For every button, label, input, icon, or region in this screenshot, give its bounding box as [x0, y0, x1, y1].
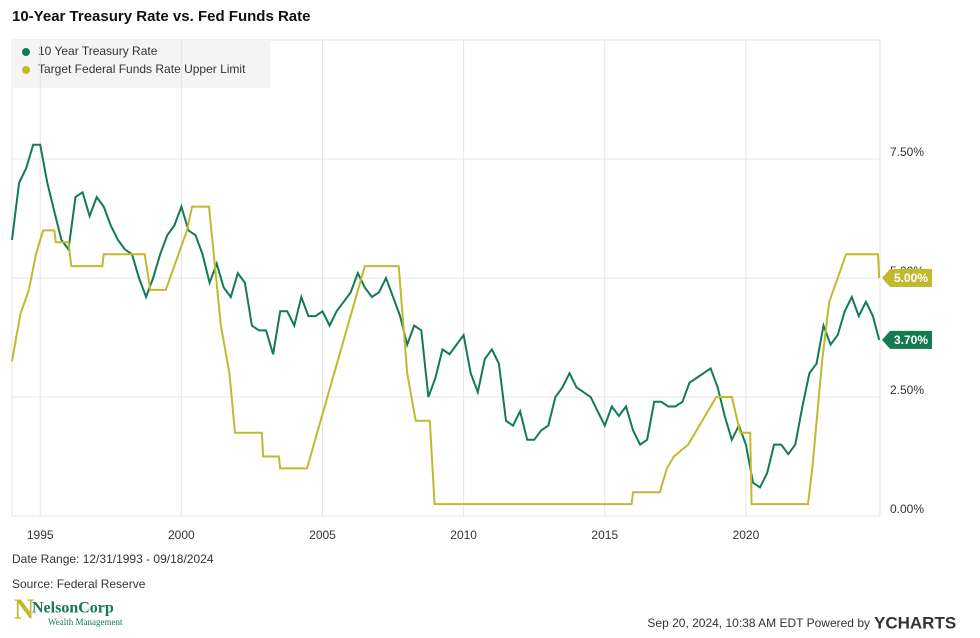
legend-label: Target Federal Funds Rate Upper Limit: [38, 62, 246, 76]
x-tick-label: 2015: [591, 528, 618, 542]
timestamp: Sep 20, 2024, 10:38 AM EDT Powered by: [647, 616, 870, 630]
series-line: [11, 205, 881, 506]
source: Source: Federal Reserve: [12, 577, 146, 591]
end-label-tag: [882, 330, 932, 349]
brand: YCHARTS: [874, 613, 956, 632]
legend-label: 10 Year Treasury Rate: [38, 44, 158, 58]
x-tick-label: 2010: [450, 528, 477, 542]
end-label: 3.70%: [894, 333, 928, 347]
legend: 10 Year Treasury Rate Target Federal Fund…: [12, 40, 270, 88]
y-tick-label: 7.50%: [890, 145, 924, 159]
x-tick-label: 2000: [168, 528, 195, 542]
series-line: [11, 143, 881, 489]
logo-mark: N: [14, 594, 34, 625]
x-tick-label: 2005: [309, 528, 336, 542]
legend-marker: [22, 66, 30, 74]
legend-marker: [22, 48, 30, 56]
legend-box: [12, 40, 270, 88]
y-tick-label: 2.50%: [890, 383, 924, 397]
logo-name: NelsonCorp: [32, 600, 114, 617]
date-range: Date Range: 12/31/1993 - 09/18/2024: [12, 552, 214, 566]
x-tick-label: 2020: [733, 528, 760, 542]
chart-title: 10-Year Treasury Rate vs. Fed Funds Rate: [12, 8, 310, 25]
logo-tagline: Wealth Management: [48, 617, 123, 627]
end-label: 5.00%: [894, 271, 928, 285]
end-label-tag: [882, 269, 932, 287]
y-tick-label: 0.00%: [890, 502, 924, 516]
x-tick-label: 1995: [27, 528, 54, 542]
